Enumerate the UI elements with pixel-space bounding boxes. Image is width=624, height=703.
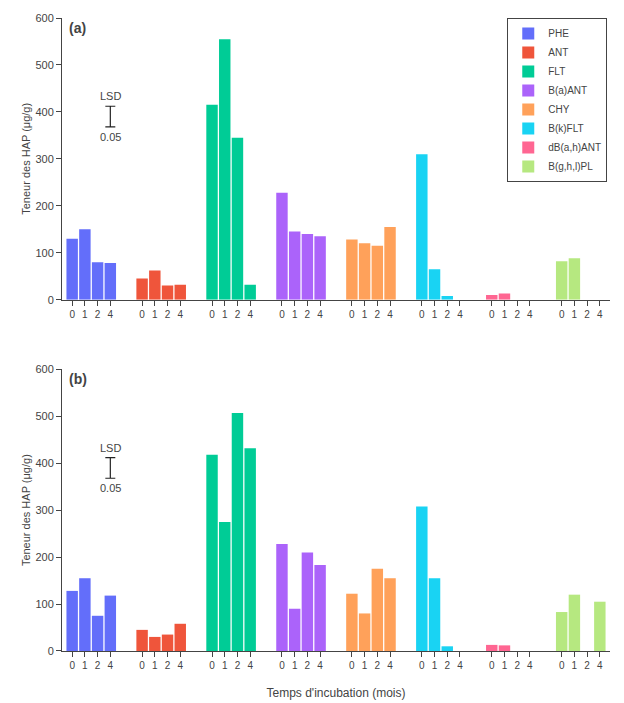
svg-text:CHY: CHY	[548, 104, 569, 115]
svg-text:Teneur des HAP (μg/g): Teneur des HAP (μg/g)	[20, 454, 32, 566]
svg-text:0: 0	[69, 309, 75, 320]
svg-text:PHE: PHE	[548, 28, 569, 39]
svg-text:1: 1	[572, 660, 578, 671]
svg-text:1: 1	[362, 309, 368, 320]
svg-text:LSD: LSD	[100, 442, 121, 454]
svg-text:2: 2	[375, 660, 381, 671]
svg-text:0: 0	[139, 309, 145, 320]
svg-text:0: 0	[279, 660, 285, 671]
svg-text:2: 2	[305, 660, 311, 671]
svg-text:0: 0	[559, 309, 565, 320]
svg-text:B(g,h,l)PL: B(g,h,l)PL	[548, 161, 593, 172]
svg-text:4: 4	[177, 660, 183, 671]
svg-text:0: 0	[559, 660, 565, 671]
svg-text:(a): (a)	[69, 20, 86, 36]
svg-text:200: 200	[35, 551, 53, 563]
svg-text:2: 2	[444, 309, 450, 320]
svg-text:Teneur des HAP (μg/g): Teneur des HAP (μg/g)	[20, 103, 32, 215]
svg-text:1: 1	[152, 309, 158, 320]
svg-text:0: 0	[279, 309, 285, 320]
svg-text:0: 0	[349, 660, 355, 671]
svg-text:4: 4	[527, 309, 533, 320]
svg-text:0: 0	[48, 645, 54, 657]
svg-text:2: 2	[235, 660, 241, 671]
svg-text:0: 0	[209, 309, 215, 320]
svg-text:1: 1	[152, 660, 158, 671]
svg-text:2: 2	[305, 309, 311, 320]
svg-text:B(a)ANT: B(a)ANT	[548, 85, 587, 96]
svg-text:4: 4	[387, 660, 393, 671]
svg-text:400: 400	[35, 457, 53, 469]
svg-text:4: 4	[597, 660, 603, 671]
svg-text:1: 1	[502, 309, 508, 320]
svg-text:0.05: 0.05	[100, 131, 121, 143]
svg-text:400: 400	[35, 106, 53, 118]
svg-text:2: 2	[584, 660, 590, 671]
svg-text:1: 1	[292, 660, 298, 671]
svg-text:2: 2	[235, 309, 241, 320]
svg-text:4: 4	[108, 309, 114, 320]
svg-text:1: 1	[572, 309, 578, 320]
svg-text:100: 100	[35, 247, 53, 259]
svg-text:600: 600	[35, 12, 53, 24]
svg-text:Temps d'incubation (mois): Temps d'incubation (mois)	[266, 686, 405, 700]
svg-text:600: 600	[35, 363, 53, 375]
svg-text:2: 2	[514, 309, 520, 320]
svg-text:4: 4	[527, 660, 533, 671]
svg-text:LSD: LSD	[100, 90, 121, 102]
svg-text:2: 2	[514, 660, 520, 671]
svg-text:(b): (b)	[69, 371, 87, 387]
svg-text:0.05: 0.05	[100, 482, 121, 494]
svg-text:1: 1	[222, 309, 228, 320]
svg-text:1: 1	[82, 309, 88, 320]
svg-text:1: 1	[82, 660, 88, 671]
svg-text:500: 500	[35, 59, 53, 71]
svg-text:4: 4	[387, 309, 393, 320]
svg-text:1: 1	[432, 309, 438, 320]
svg-text:0: 0	[489, 660, 495, 671]
svg-text:4: 4	[177, 309, 183, 320]
svg-text:0: 0	[419, 309, 425, 320]
svg-text:ANT: ANT	[548, 47, 568, 58]
svg-text:B(k)FLT: B(k)FLT	[548, 123, 583, 134]
svg-text:FLT: FLT	[548, 66, 565, 77]
svg-text:300: 300	[35, 153, 53, 165]
svg-text:300: 300	[35, 504, 53, 516]
svg-text:2: 2	[584, 309, 590, 320]
svg-text:0: 0	[489, 309, 495, 320]
svg-text:100: 100	[35, 598, 53, 610]
svg-text:2: 2	[95, 309, 101, 320]
svg-text:4: 4	[108, 660, 114, 671]
svg-text:0: 0	[139, 660, 145, 671]
svg-text:4: 4	[597, 309, 603, 320]
svg-text:4: 4	[317, 660, 323, 671]
svg-text:4: 4	[247, 660, 253, 671]
svg-text:200: 200	[35, 200, 53, 212]
svg-text:0: 0	[48, 294, 54, 306]
svg-text:4: 4	[457, 309, 463, 320]
svg-text:1: 1	[292, 309, 298, 320]
svg-text:2: 2	[95, 660, 101, 671]
svg-text:4: 4	[247, 309, 253, 320]
svg-text:2: 2	[165, 660, 171, 671]
svg-text:1: 1	[222, 660, 228, 671]
svg-text:0: 0	[349, 309, 355, 320]
svg-text:0: 0	[209, 660, 215, 671]
svg-text:0: 0	[419, 660, 425, 671]
svg-text:4: 4	[457, 660, 463, 671]
svg-text:2: 2	[444, 660, 450, 671]
svg-text:2: 2	[375, 309, 381, 320]
svg-text:4: 4	[317, 309, 323, 320]
svg-text:2: 2	[165, 309, 171, 320]
svg-text:500: 500	[35, 410, 53, 422]
svg-text:1: 1	[502, 660, 508, 671]
svg-text:dB(a,h)ANT: dB(a,h)ANT	[548, 142, 601, 153]
svg-text:1: 1	[362, 660, 368, 671]
svg-text:0: 0	[69, 660, 75, 671]
svg-text:1: 1	[432, 660, 438, 671]
